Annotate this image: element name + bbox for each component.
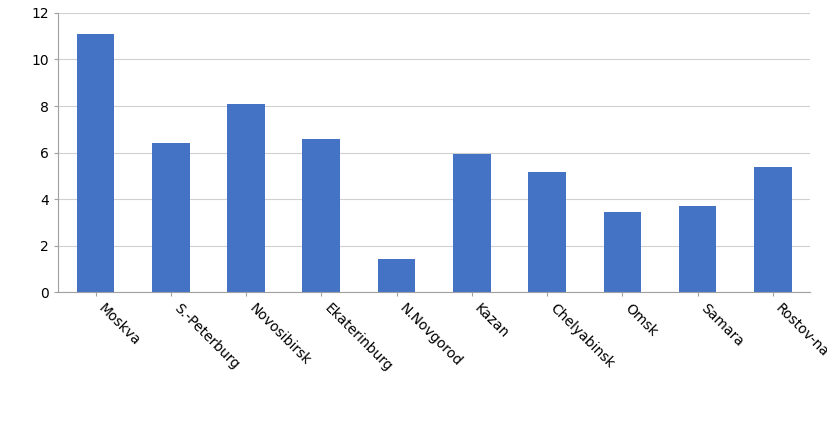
Bar (604, 212, 641, 292)
Bar (227, 104, 265, 292)
Bar (453, 154, 490, 292)
Bar (679, 206, 716, 292)
Bar (77, 34, 114, 292)
Bar (378, 258, 415, 292)
Bar (303, 138, 340, 292)
Bar (754, 166, 791, 292)
Bar (152, 143, 189, 292)
Bar (528, 172, 566, 292)
